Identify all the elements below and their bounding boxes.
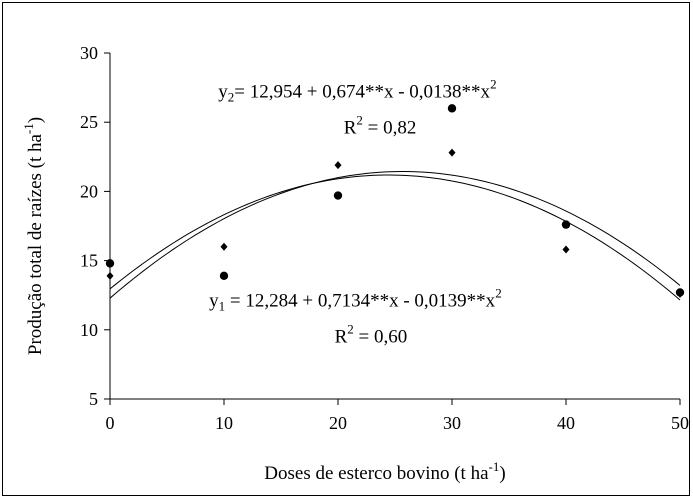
x-tick-label: 0 <box>106 413 115 433</box>
y-tick-label: 30 <box>80 43 98 63</box>
fit-curves <box>109 171 681 301</box>
circle-point <box>675 288 685 297</box>
y-axis-label: Produção total de raízes (t ha-1) <box>21 117 46 355</box>
x-tick-label: 30 <box>443 413 461 433</box>
circle-point <box>219 271 229 281</box>
circle-point <box>105 259 115 268</box>
annotation-r2b: R2 = 0,82 <box>344 112 417 138</box>
x-tick-label: 20 <box>329 413 347 433</box>
axes: 5 10 15 20 25 30 0 10 20 30 40 50 <box>80 43 689 433</box>
x-tick-label: 50 <box>671 413 689 433</box>
fit-curve-2 <box>109 174 681 301</box>
annotation-r2a: R2 = 0,60 <box>335 321 408 347</box>
y-tick-label: 20 <box>80 181 98 201</box>
annotation-eq2: y2= 12,954 + 0,674**x - 0,0138**x2 <box>218 76 496 104</box>
y-tick-label: 5 <box>89 389 98 409</box>
y-tick-label: 15 <box>80 251 98 271</box>
x-tick-label: 10 <box>215 413 233 433</box>
x-tick-label: 40 <box>557 413 575 433</box>
diamond-point <box>220 242 228 251</box>
diamond-point <box>106 271 114 280</box>
scatter-chart: 5 10 15 20 25 30 0 10 20 30 40 50 y2= 12,954 + 0,67… <box>21 43 689 484</box>
fit-curve-1 <box>109 171 681 299</box>
circle-point <box>561 220 571 229</box>
diamond-point <box>448 148 456 157</box>
diamond-point <box>334 161 342 170</box>
x-axis-label: Doses de esterco bovino (t ha-1) <box>264 459 505 484</box>
annotation-eq1: y1 = 12,284 + 0,7134**x - 0,0139**x2 <box>209 285 502 313</box>
annotations: y2= 12,954 + 0,674**x - 0,0138**x2 R2 = 0… <box>209 76 502 347</box>
y-tick-label: 10 <box>80 320 98 340</box>
diamond-point <box>562 245 570 254</box>
data-points <box>105 104 685 298</box>
y-tick-label: 25 <box>80 112 98 132</box>
circle-point <box>333 191 343 200</box>
circle-point <box>447 104 457 113</box>
